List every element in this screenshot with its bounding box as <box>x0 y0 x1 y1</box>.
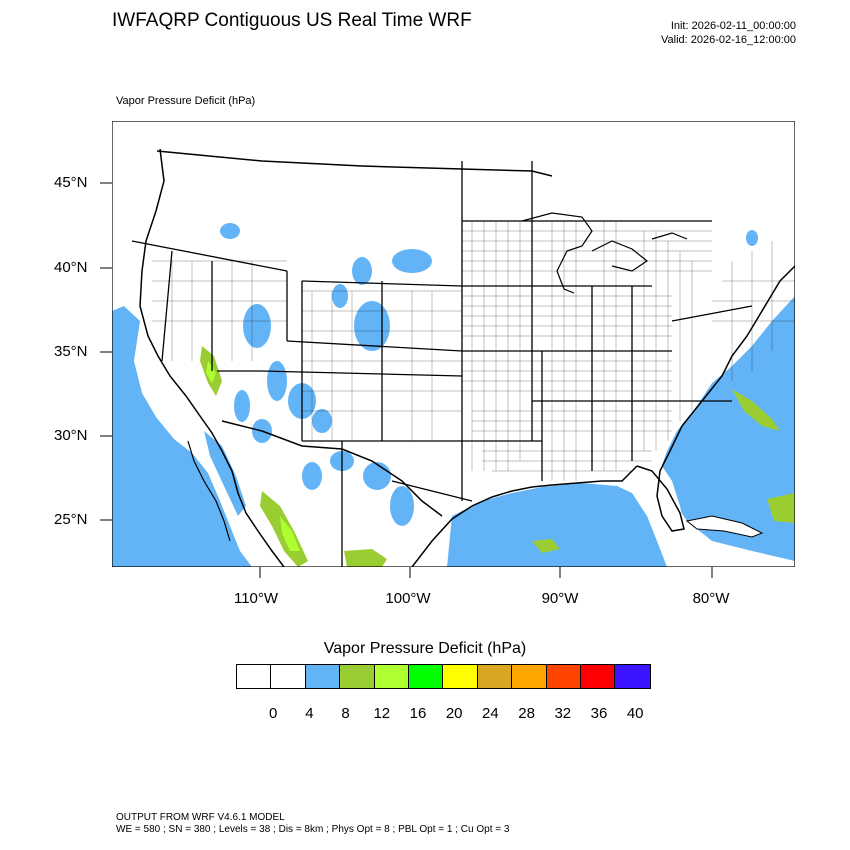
gulf-of-mexico <box>447 483 667 567</box>
cuba-island <box>685 515 764 538</box>
florida <box>632 461 684 529</box>
colorbar-label-5: 20 <box>445 705 463 722</box>
baja-coastline <box>187 440 231 542</box>
gulf-coastline <box>411 465 638 567</box>
colorbar-label-8: 32 <box>554 705 572 722</box>
colorbar-label-9: 36 <box>590 705 608 722</box>
colorbar-box-7 <box>477 665 513 688</box>
gulf-of-california <box>204 431 246 516</box>
colorbar-box-4 <box>374 665 409 688</box>
init-time: Init: 2026-02-11_00:00:00 <box>670 20 796 32</box>
colorbar-label-1: 4 <box>305 705 314 722</box>
lon-label-100w: 100°W <box>385 590 431 607</box>
lat-label-40: 40°N <box>54 259 88 276</box>
great-lakes <box>521 212 688 294</box>
east-coastline <box>636 265 795 532</box>
colorbar-box-0 <box>237 665 272 688</box>
colorbar-label-7: 28 <box>518 705 535 722</box>
colorbar-box-9 <box>546 665 581 688</box>
lon-label-110w: 110°W <box>233 590 279 607</box>
colorbar-box-1 <box>271 665 306 688</box>
canada-border <box>156 150 553 177</box>
valid-time: Valid: 2026-02-16_12:00:00 <box>661 34 796 46</box>
atlantic-ocean <box>660 296 795 561</box>
colorbar-label-4: 16 <box>409 705 427 722</box>
variable-label: Vapor Pressure Deficit (hPa) <box>116 95 256 107</box>
lat-label-35: 35°N <box>54 343 88 360</box>
pacific-ocean <box>112 306 252 567</box>
lat-label-25: 25°N <box>54 511 88 528</box>
county-boundaries <box>152 221 795 481</box>
vpd-8-16-patches <box>200 346 795 567</box>
colorbar-label-0: 0 <box>269 705 278 722</box>
colorbar-box-11 <box>615 665 650 688</box>
west-coastline <box>139 148 285 567</box>
colorbar-box-10 <box>580 665 616 688</box>
colorbar-box-2 <box>305 665 341 688</box>
colorbar-label-6: 24 <box>482 705 499 722</box>
model-info-line2: WE = 580 ; SN = 380 ; Levels = 38 ; Dis … <box>116 824 510 835</box>
lat-label-45: 45°N <box>54 174 88 191</box>
colorbar-label-2: 8 <box>341 705 350 722</box>
colorbar-label-3: 12 <box>373 705 391 722</box>
lon-label-80w: 80°W <box>692 590 730 607</box>
colorbar-box-6 <box>443 665 478 688</box>
model-info-line1: OUTPUT FROM WRF V4.6.1 MODEL <box>116 812 285 823</box>
colorbar <box>236 664 651 689</box>
mexico-border <box>221 420 443 517</box>
lon-label-90w: 90°W <box>541 590 579 607</box>
lat-label-30: 30°N <box>54 427 88 444</box>
colorbar-title: Vapor Pressure Deficit (hPa) <box>323 640 527 657</box>
colorbar-label-10: 40 <box>626 705 644 722</box>
colorbar-box-8 <box>512 665 547 688</box>
vpd-map <box>112 121 795 567</box>
map-title: IWFAQRP Contiguous US Real Time WRF <box>112 10 472 31</box>
colorbar-box-3 <box>340 665 375 688</box>
colorbar-box-5 <box>408 665 444 688</box>
